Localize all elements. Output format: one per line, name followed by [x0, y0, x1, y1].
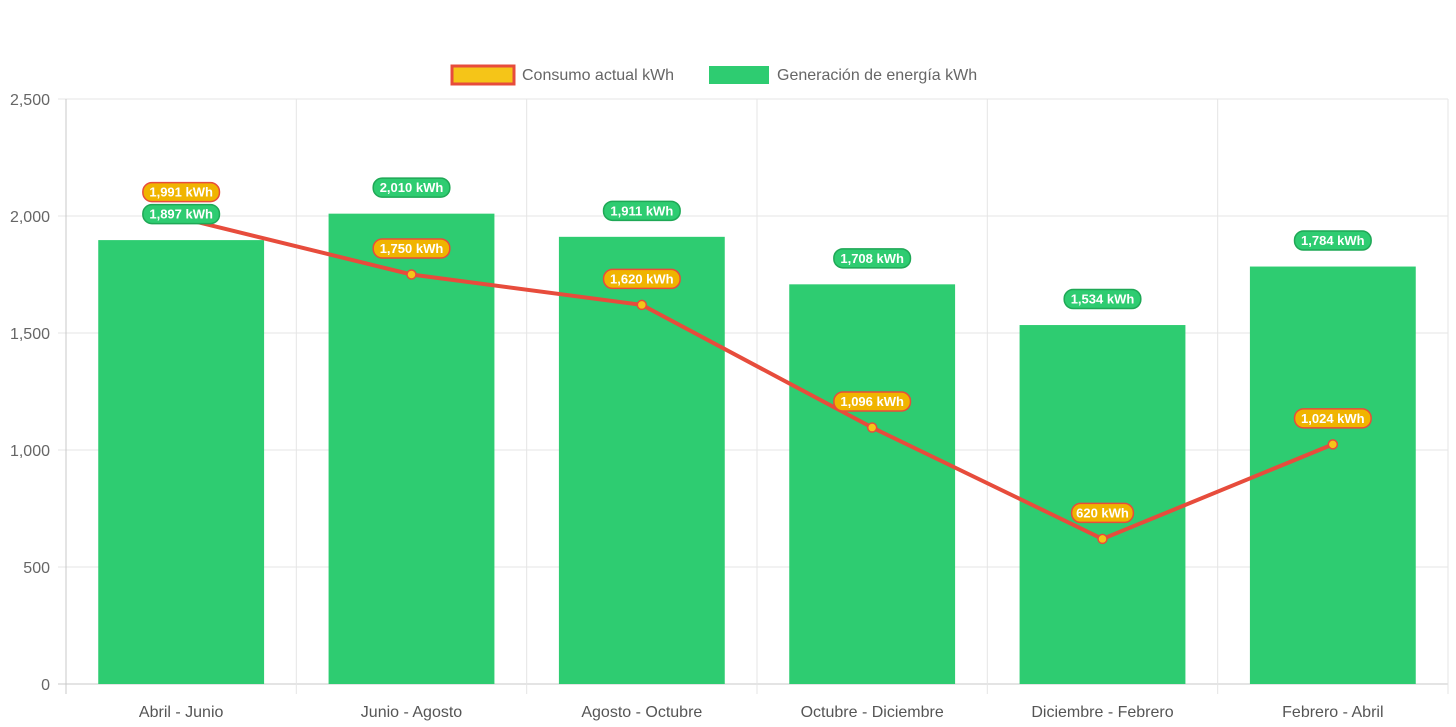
data-label: 1,911 kWh: [602, 200, 681, 222]
series-line: [180, 216, 1334, 541]
data-label-text: 1,708 kWh: [840, 251, 904, 266]
legend-swatch-generacion: [709, 66, 769, 84]
x-axis: Abril - Junio Junio - Agosto Agosto - Octu…: [139, 704, 1384, 721]
legend-item-generacion[interactable]: Generación de energía kWh: [709, 66, 977, 84]
legend[interactable]: Consumo actual kWh Generación de energía…: [450, 64, 977, 86]
data-label-badge: [1293, 230, 1372, 251]
y-tick-label: 1,000: [10, 443, 50, 460]
y-tick-label: 1,500: [10, 326, 50, 343]
data-labels: 1,897 kWh 2,010 kWh 1,911 kWh 1,708 kWh 1,53…: [142, 177, 1372, 524]
legend-label-consumo: Consumo actual kWh: [522, 67, 674, 84]
data-label-text: 1,750 kWh: [380, 241, 444, 256]
data-label-badge: [142, 203, 221, 225]
data-label: 1,750 kWh: [372, 238, 451, 259]
y-tick-label: 2,000: [10, 209, 50, 226]
data-label-text: 1,620 kWh: [610, 271, 674, 286]
data-label: 1,534 kWh: [1063, 288, 1142, 310]
data-label-badge: [602, 268, 681, 290]
data-label-badge: [833, 391, 912, 412]
data-label: 2,010 kWh: [372, 177, 451, 198]
data-label-text: 1,911 kWh: [610, 203, 673, 218]
data-label: 1,620 kWh: [602, 268, 681, 290]
legend-label-generacion: Generación de energía kWh: [777, 67, 977, 84]
y-axis: 0 500 1,000 1,500 2,000 2,500: [10, 92, 50, 694]
grid: [58, 98, 1449, 694]
data-label: 620 kWh: [1070, 502, 1135, 524]
data-label-text: 1,991 kWh: [149, 185, 213, 200]
data-label: 1,784 kWh: [1293, 230, 1372, 251]
data-label-text: 1,897 kWh: [149, 207, 213, 222]
bar[interactable]: [98, 240, 265, 685]
line-point[interactable]: [636, 299, 648, 311]
data-label: 1,897 kWh: [142, 203, 221, 225]
legend-swatch-consumo: [450, 64, 516, 86]
x-tick-label: Octubre - Diciembre: [801, 704, 944, 721]
data-label-text: 620 kWh: [1076, 505, 1129, 520]
line-point[interactable]: [406, 269, 417, 280]
data-label-text: 2,010 kWh: [380, 180, 444, 195]
data-label-badge: [1293, 408, 1372, 429]
data-label-badge: [602, 200, 681, 222]
bar-series: [98, 213, 1416, 685]
data-label-badge: [372, 177, 451, 198]
data-label-badge: [1070, 502, 1135, 524]
data-label-badge: [1063, 288, 1142, 310]
x-tick-label: Junio - Agosto: [361, 704, 463, 721]
data-label-text: 1,534 kWh: [1071, 292, 1135, 307]
bar[interactable]: [328, 213, 495, 684]
bar[interactable]: [1249, 266, 1416, 684]
data-label-text: 1,784 kWh: [1301, 233, 1365, 248]
legend-item-consumo[interactable]: Consumo actual kWh: [450, 64, 674, 86]
data-label: 1,096 kWh: [833, 391, 912, 412]
bar[interactable]: [558, 236, 725, 685]
line-point[interactable]: [866, 422, 878, 433]
line-point[interactable]: [1327, 439, 1339, 450]
data-label-text: 1,024 kWh: [1301, 411, 1365, 426]
x-tick-label: Diciembre - Febrero: [1031, 704, 1173, 721]
y-tick-label: 2,500: [10, 92, 50, 109]
data-label-badge: [142, 181, 221, 203]
y-tick-label: 500: [23, 560, 50, 577]
line-point[interactable]: [1097, 533, 1108, 545]
x-tick-label: Agosto - Octubre: [581, 704, 702, 721]
data-label-badge: [833, 248, 912, 269]
x-tick-label: Febrero - Abril: [1282, 704, 1383, 721]
x-tick-label: Abril - Junio: [139, 704, 224, 721]
bar[interactable]: [789, 284, 956, 684]
data-label-badge: [372, 238, 451, 259]
data-label: 1,024 kWh: [1293, 408, 1372, 429]
data-label: 1,708 kWh: [833, 248, 912, 269]
data-label-text: 1,096 kWh: [840, 394, 904, 409]
y-tick-label: 0: [41, 677, 50, 694]
data-label: 1,991 kWh: [142, 181, 221, 203]
